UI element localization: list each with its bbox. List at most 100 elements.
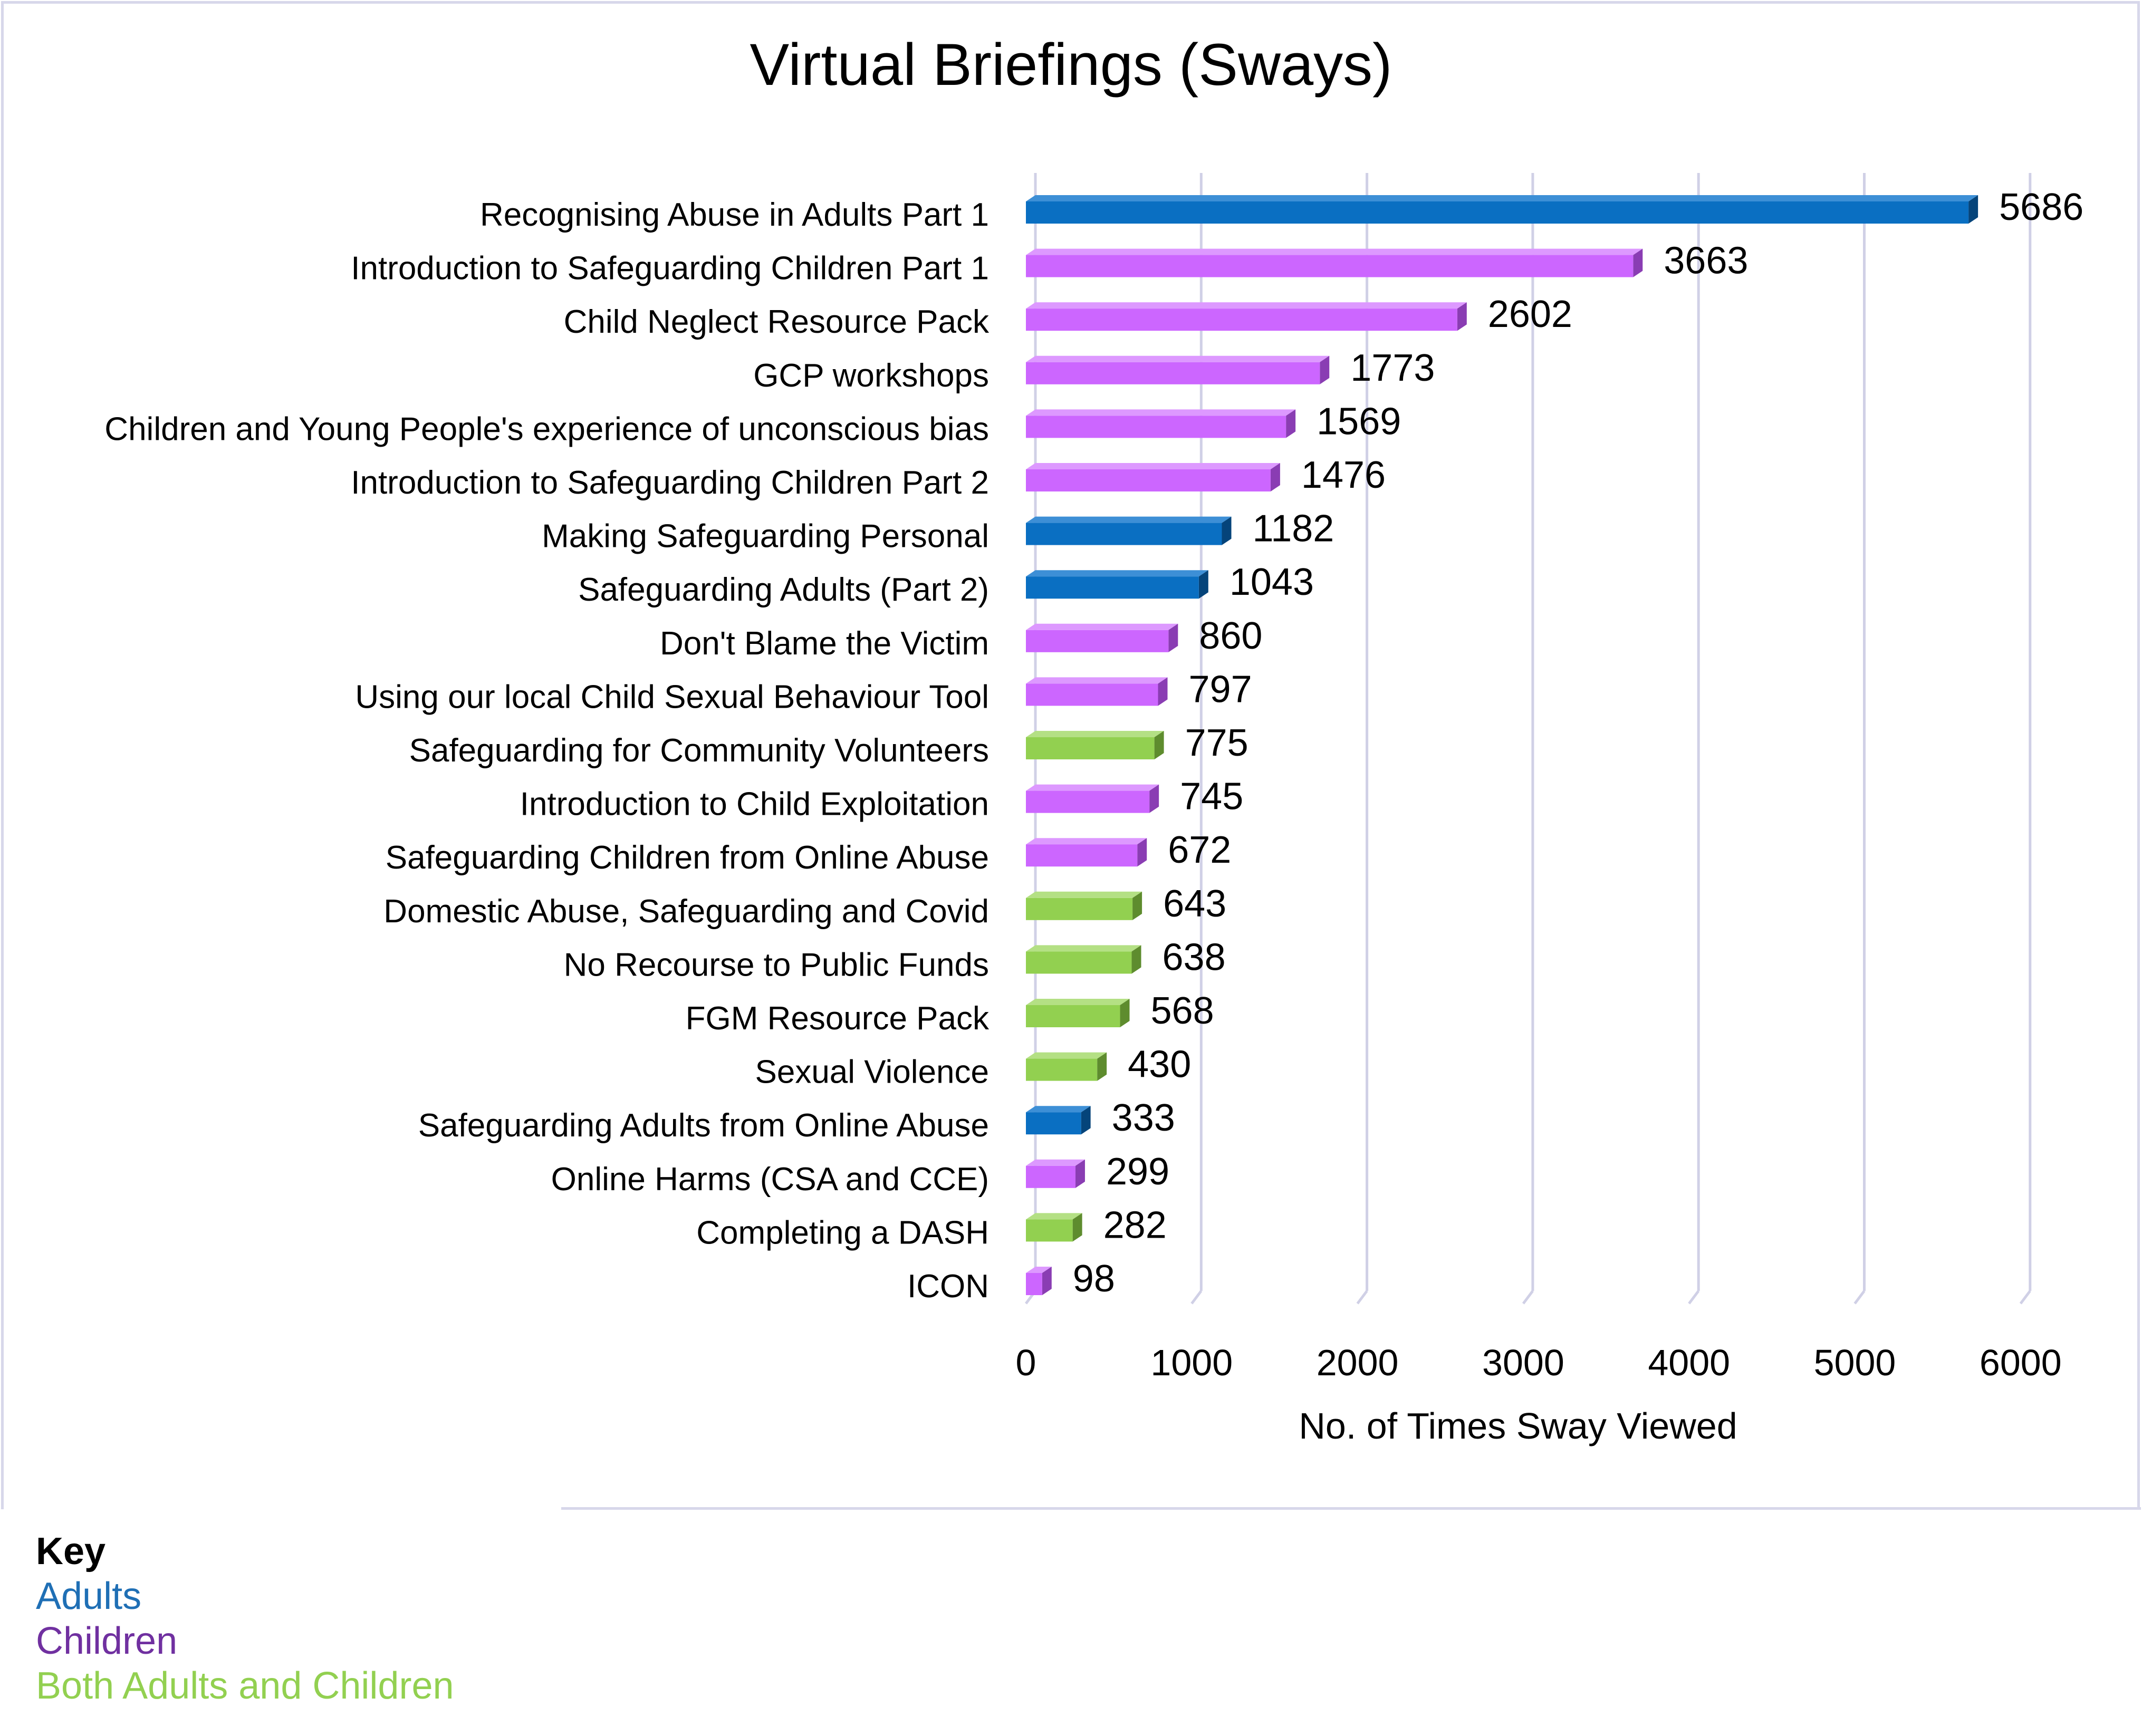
bar-front — [1026, 844, 1138, 867]
bar-front — [1026, 898, 1133, 920]
bar-side — [1968, 195, 1978, 224]
data-label: 333 — [1112, 1097, 1175, 1139]
bar — [1026, 677, 1168, 706]
category-label: Online Harms (CSA and CCE) — [551, 1161, 989, 1198]
bar-top — [1026, 1213, 1082, 1220]
bar-front — [1026, 308, 1457, 331]
bar — [1026, 570, 1208, 599]
bar-top — [1026, 1267, 1052, 1273]
bar-side — [1286, 409, 1296, 438]
bar-side — [1198, 570, 1208, 599]
bar — [1026, 731, 1164, 759]
bar-chart: Recognising Abuse in Adults Part 1 Introd… — [104, 173, 2083, 1446]
gridlines — [1025, 173, 2032, 1305]
data-label: 672 — [1168, 829, 1231, 871]
bar-side — [1149, 784, 1159, 813]
bar — [1026, 516, 1232, 545]
x-tick-label: 0 — [1016, 1342, 1036, 1383]
bar-top — [1026, 945, 1141, 952]
data-label: 2602 — [1488, 293, 1572, 335]
bars — [1026, 195, 1978, 1295]
bar-side — [1137, 838, 1147, 867]
bar-top — [1026, 784, 1159, 791]
bar-side — [1097, 1052, 1107, 1081]
data-label: 430 — [1128, 1044, 1191, 1086]
gridline-floor — [1356, 1290, 1368, 1305]
bar-top — [1026, 248, 1643, 255]
bar — [1026, 1052, 1107, 1081]
bar-front — [1026, 1112, 1081, 1135]
category-label: Using our local Child Sexual Behaviour T… — [355, 679, 989, 715]
category-label: Safeguarding for Community Volunteers — [409, 732, 989, 769]
data-label: 3663 — [1664, 240, 1748, 282]
bar-side — [1081, 1106, 1091, 1135]
bar-side — [1154, 731, 1164, 759]
bar — [1026, 623, 1178, 652]
key-item-children: Children — [36, 1620, 178, 1662]
x-axis-ticks: 0 1000 2000 3000 4000 5000 6000 — [1016, 1342, 2062, 1383]
x-tick-label: 3000 — [1482, 1342, 1564, 1383]
bar-front — [1026, 576, 1199, 599]
category-label: Child Neglect Resource Pack — [564, 304, 990, 340]
bar-top — [1026, 355, 1330, 362]
category-labels: Recognising Abuse in Adults Part 1 Introd… — [104, 197, 990, 1305]
bar-top — [1026, 463, 1280, 469]
bar-front — [1026, 469, 1271, 491]
bar-side — [1270, 463, 1280, 491]
data-label: 98 — [1073, 1258, 1115, 1300]
bar-side — [1072, 1213, 1082, 1242]
bar — [1026, 1267, 1052, 1295]
bar-front — [1026, 1058, 1098, 1081]
category-label: Completing a DASH — [696, 1214, 989, 1251]
bar-side — [1457, 302, 1467, 331]
bar-front — [1026, 790, 1150, 813]
bar-front — [1026, 201, 1969, 224]
bar — [1026, 999, 1130, 1027]
category-label: Don't Blame the Victim — [660, 625, 989, 662]
bar-front — [1026, 951, 1132, 974]
bar-front — [1026, 1005, 1120, 1027]
bar-front — [1026, 255, 1634, 277]
x-axis-label: No. of Times Sway Viewed — [1299, 1405, 1737, 1446]
chart-title: Virtual Briefings (Sways) — [750, 32, 1392, 98]
x-tick-label: 2000 — [1317, 1342, 1399, 1383]
key-item-both: Both Adults and Children — [36, 1665, 454, 1707]
category-label: Introduction to Child Exploitation — [520, 786, 989, 823]
bar-front — [1026, 683, 1158, 706]
gridline-floor — [2019, 1290, 2031, 1305]
bar-side — [1132, 891, 1142, 920]
bar-side — [1075, 1159, 1085, 1188]
bar-side — [1158, 677, 1168, 706]
category-label: No Recourse to Public Funds — [564, 947, 989, 983]
bar — [1026, 302, 1467, 331]
category-label: Safeguarding Adults from Online Abuse — [418, 1107, 989, 1144]
gridline-floor — [1688, 1290, 1700, 1305]
bar-front — [1026, 630, 1169, 652]
category-label: FGM Resource Pack — [686, 1000, 990, 1037]
bar — [1026, 945, 1141, 974]
gridline-floor — [1190, 1290, 1203, 1305]
bar-side — [1222, 516, 1232, 545]
bar-top — [1026, 677, 1168, 684]
category-label: Children and Young People's experience o… — [104, 411, 989, 447]
category-label: Safeguarding Children from Online Abuse — [386, 840, 989, 876]
bar-top — [1026, 1159, 1085, 1166]
bar-side — [1120, 999, 1130, 1027]
bar-side — [1320, 355, 1330, 384]
category-label: Making Safeguarding Personal — [542, 518, 989, 555]
category-label: Domestic Abuse, Safeguarding and Covid — [383, 893, 989, 930]
data-label: 860 — [1199, 615, 1262, 657]
bar-front — [1026, 362, 1320, 384]
bar-top — [1026, 1052, 1107, 1059]
bar-side — [1131, 945, 1141, 974]
category-label: GCP workshops — [753, 358, 989, 394]
data-label: 1043 — [1230, 561, 1314, 603]
category-label: Introduction to Safeguarding Children Pa… — [351, 465, 989, 501]
bar — [1026, 195, 1978, 224]
bar-front — [1026, 737, 1155, 759]
category-label: Recognising Abuse in Adults Part 1 — [480, 197, 989, 233]
bar — [1026, 463, 1280, 491]
bar — [1026, 1106, 1091, 1135]
bar-side — [1168, 623, 1178, 652]
chart-frame-edge — [561, 1507, 2141, 1510]
